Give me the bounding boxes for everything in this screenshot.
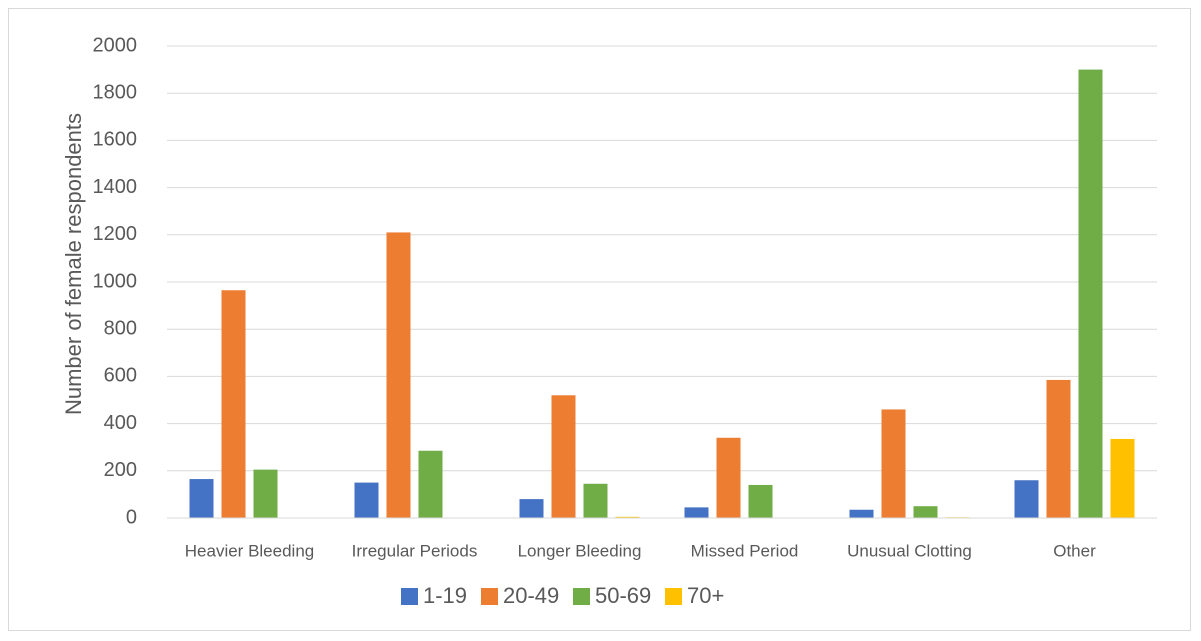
legend-swatch (481, 588, 498, 605)
legend-swatch (401, 588, 418, 605)
bar-1-19-unusual-clotting (849, 509, 874, 518)
bar-20-49-longer-bleeding (551, 395, 576, 518)
y-tick-label: 1600 (93, 129, 138, 151)
bars (189, 69, 1135, 518)
bar-1-19-missed-period (684, 507, 709, 518)
bar-70+-other (1110, 438, 1135, 518)
bar-20-49-other (1046, 379, 1071, 518)
bar-20-49-heavier-bleeding (221, 290, 246, 518)
bar-chart: Number of female respondents 0 200 400 600 8… (61, 34, 1157, 608)
gridlines (167, 45, 1157, 472)
legend-label: 20-49 (503, 583, 559, 608)
bar-50-69-longer-bleeding (583, 483, 608, 518)
bar-1-19-heavier-bleeding (189, 479, 214, 518)
y-tick-label: 200 (104, 459, 137, 481)
bar-50-69-missed-period (748, 484, 773, 518)
legend-label: 50-69 (595, 583, 651, 608)
bar-1-19-longer-bleeding (519, 499, 544, 518)
y-tick-labels: 0 200 400 600 800 1000 1200 1400 1600 1800 2000 (93, 34, 138, 528)
category-label: Heavier Bleeding (185, 541, 314, 560)
y-tick-label: 800 (104, 317, 137, 339)
bar-1-19-other (1014, 480, 1039, 518)
bar-1-19-irregular-periods (354, 482, 379, 518)
bar-20-49-irregular-periods (386, 232, 411, 518)
y-tick-label: 2000 (93, 34, 138, 56)
y-tick-label: 1200 (93, 223, 138, 245)
y-tick-label: 400 (104, 412, 137, 434)
category-label: Irregular Periods (352, 541, 478, 560)
bar-50-69-other (1078, 69, 1103, 518)
bar-50-69-unusual-clotting (913, 506, 938, 518)
y-tick-label: 1800 (93, 81, 138, 103)
category-label: Missed Period (691, 541, 799, 560)
legend-swatch (573, 588, 590, 605)
y-tick-label: 1400 (93, 176, 138, 198)
bar-50-69-heavier-bleeding (253, 469, 278, 518)
category-label: Unusual Clotting (847, 541, 972, 560)
legend-label: 1-19 (423, 583, 467, 608)
y-axis-title: Number of female respondents (61, 113, 86, 415)
chart-frame: Number of female respondents 0 200 400 600 8… (8, 8, 1191, 631)
bar-20-49-missed-period (716, 437, 741, 518)
y-tick-label: 0 (126, 506, 137, 528)
y-tick-label: 600 (104, 365, 137, 387)
bar-50-69-irregular-periods (418, 450, 443, 518)
category-label: Other (1053, 541, 1096, 560)
legend-label: 70+ (687, 583, 724, 608)
category-labels: Heavier Bleeding Irregular Periods Longer … (185, 541, 1096, 560)
legend: 1-19 20-49 50-69 70+ (401, 583, 724, 608)
bar-20-49-unusual-clotting (881, 409, 906, 518)
legend-swatch (665, 588, 682, 605)
bar-70+-longer-bleeding (615, 516, 640, 518)
y-tick-label: 1000 (93, 270, 138, 292)
category-label: Longer Bleeding (518, 541, 642, 560)
